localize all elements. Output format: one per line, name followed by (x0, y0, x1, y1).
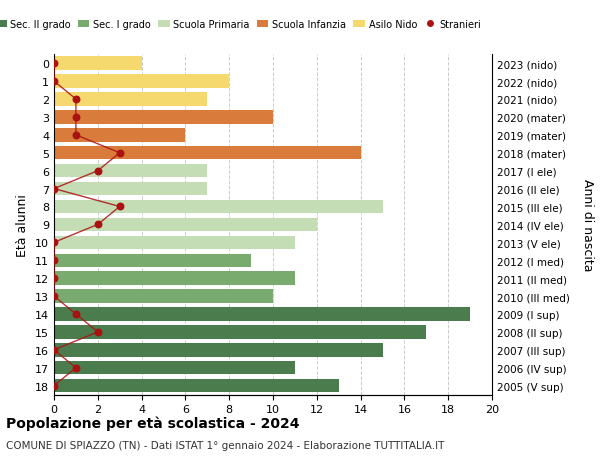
Point (49, 60, 59, 67)
Bar (54, 325, 426, 339)
Point (49, 275, 59, 282)
Bar (54, 236, 295, 250)
Y-axis label: Età alunni: Età alunni (16, 194, 29, 256)
Bar (54, 129, 185, 142)
Point (49, 185, 59, 193)
Bar (54, 93, 208, 106)
Bar (54, 254, 251, 267)
Text: Popolazione per età scolastica - 2024: Popolazione per età scolastica - 2024 (6, 415, 299, 430)
Bar (54, 361, 295, 375)
Point (49, 382, 59, 390)
Point (49, 257, 59, 264)
Point (71, 96, 81, 103)
Bar (54, 308, 470, 321)
Text: COMUNE DI SPIAZZO (TN) - Dati ISTAT 1° gennaio 2024 - Elaborazione TUTTITALIA.IT: COMUNE DI SPIAZZO (TN) - Dati ISTAT 1° g… (6, 440, 445, 450)
Bar (54, 165, 208, 178)
Point (71, 311, 81, 318)
Bar (54, 57, 142, 71)
Point (93, 221, 103, 229)
Point (49, 293, 59, 300)
Y-axis label: Anni di nascita: Anni di nascita (581, 179, 594, 271)
Point (115, 203, 125, 211)
Bar (54, 111, 273, 124)
Bar (54, 183, 208, 196)
Point (71, 132, 81, 139)
Bar (54, 272, 295, 285)
Point (115, 150, 125, 157)
Point (49, 347, 59, 354)
Bar (54, 290, 273, 303)
Point (71, 364, 81, 372)
Legend: Sec. II grado, Sec. I grado, Scuola Primaria, Scuola Infanzia, Asilo Nido, Stran: Sec. II grado, Sec. I grado, Scuola Prim… (0, 16, 485, 34)
Bar (54, 200, 383, 214)
Bar (54, 218, 317, 232)
Bar (54, 75, 229, 89)
Bar (54, 147, 361, 160)
Bar (54, 343, 383, 357)
Point (71, 114, 81, 121)
Point (49, 239, 59, 246)
Point (49, 78, 59, 85)
Point (93, 168, 103, 175)
Point (93, 329, 103, 336)
Bar (54, 379, 338, 392)
